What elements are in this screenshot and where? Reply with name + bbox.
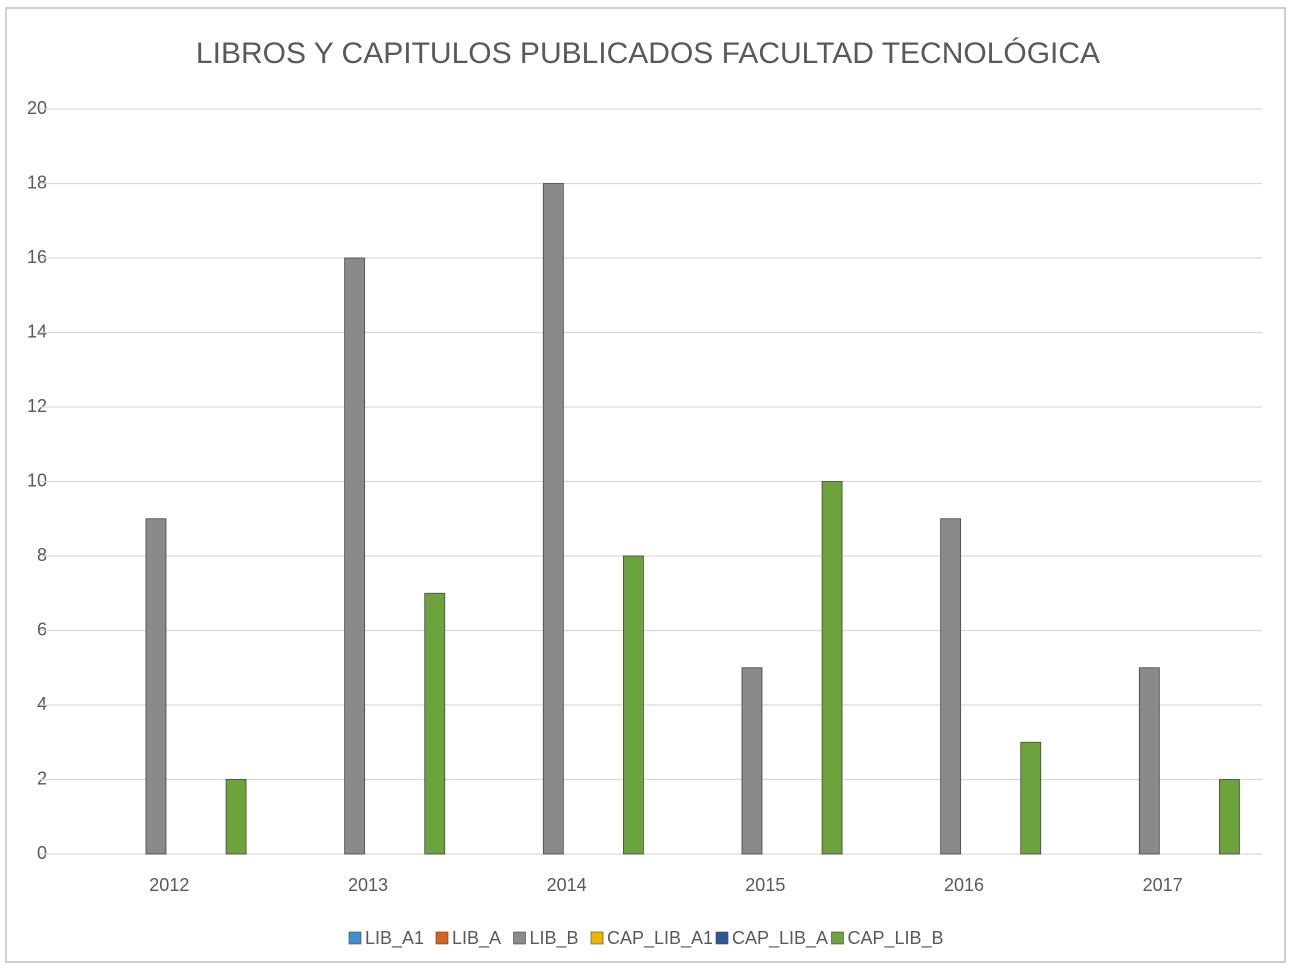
bar [542, 183, 564, 855]
bar [344, 257, 366, 855]
legend-label: CAP_LIB_B [848, 928, 944, 949]
bar [741, 667, 763, 855]
bar [623, 555, 644, 855]
chart-frame [5, 7, 1286, 963]
y-tick-label: 6 [37, 619, 47, 639]
y-tick-label: 8 [37, 545, 47, 565]
legend-label: LIB_A [452, 928, 501, 949]
y-tick-label: 0 [37, 843, 47, 863]
x-tick-label: 2012 [149, 875, 189, 895]
legend-label: CAP_LIB_A [732, 928, 828, 949]
legend-label: LIB_B [530, 928, 579, 949]
bar [424, 592, 446, 855]
bar [1138, 667, 1160, 855]
y-tick-label: 4 [37, 694, 47, 714]
y-tick-label: 20 [27, 98, 47, 118]
x-tick-label: 2015 [745, 875, 785, 895]
x-tick-label: 2016 [944, 875, 984, 895]
legend-label: CAP_LIB_A1 [607, 928, 713, 949]
legend-swatch [831, 931, 844, 945]
y-tick-label: 12 [27, 396, 47, 416]
legend-label: LIB_A1 [365, 928, 424, 949]
legend-swatch [513, 931, 526, 945]
legend-swatch [715, 931, 729, 945]
bar [1020, 741, 1042, 855]
legend-swatch [590, 931, 604, 945]
x-tick-label: 2013 [348, 875, 388, 895]
bar [940, 518, 962, 855]
y-tick-label: 16 [27, 247, 47, 267]
y-tick-label: 18 [27, 172, 47, 192]
y-tick-label: 10 [27, 470, 47, 490]
bar [821, 481, 843, 855]
bar [1219, 779, 1240, 855]
x-tick-label: 2017 [1143, 875, 1183, 895]
y-tick-label: 14 [27, 321, 47, 341]
chart-title: LIBROS Y CAPITULOS PUBLICADOS FACULTAD T… [196, 37, 1100, 70]
legend-swatch [348, 931, 362, 945]
x-tick-label: 2014 [547, 875, 587, 895]
legend-swatch [435, 931, 449, 945]
y-tick-label: 2 [37, 768, 47, 788]
bar [145, 518, 167, 855]
bar [225, 779, 247, 855]
